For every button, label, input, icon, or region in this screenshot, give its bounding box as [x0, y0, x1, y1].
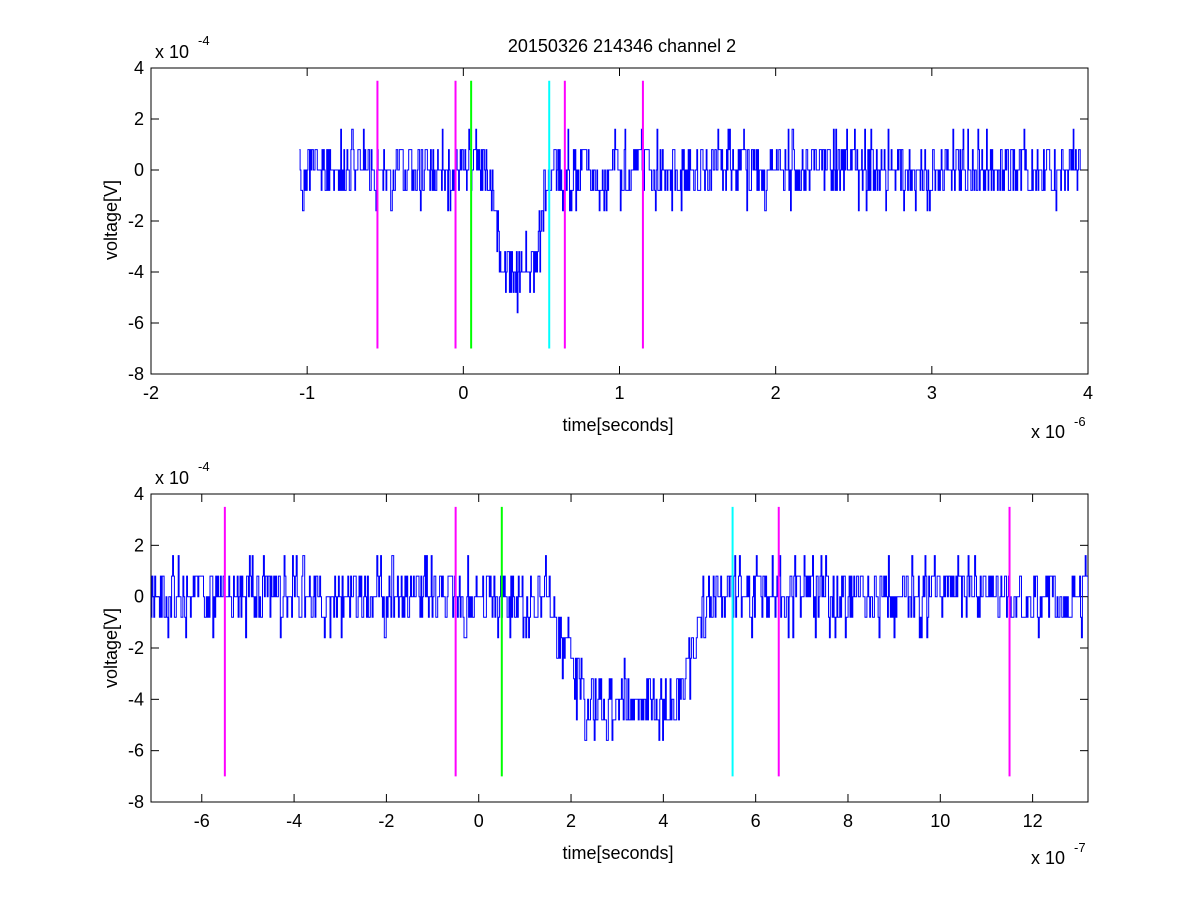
top-y-tick-label: 4	[134, 58, 144, 78]
top-y-exponent-base: x 10	[155, 42, 189, 62]
top-y-tick-label: -6	[128, 313, 144, 333]
top-y-tick-label: 2	[134, 109, 144, 129]
top-x-tick-label: -1	[299, 383, 315, 403]
top-y-tick-label: -4	[128, 262, 144, 282]
bottom-y-tick-label: -4	[128, 689, 144, 709]
top-x-tick-label: -2	[143, 383, 159, 403]
top-x-tick-label: 3	[927, 383, 937, 403]
top-y-exponent-power: -4	[198, 33, 210, 48]
bottom-subplot: x 10 -4 x 10 -7 time[seconds] voltage[V]…	[101, 459, 1089, 868]
bottom-y-tick-label: 4	[134, 484, 144, 504]
top-voltage-trace	[299, 128, 1081, 314]
bottom-y-exponent: x 10 -4	[155, 459, 210, 488]
bottom-y-exponent-power: -4	[198, 459, 210, 474]
top-subplot: 20150326 214346 channel 2 x 10 -4 x 10 -…	[101, 33, 1093, 442]
bottom-x-axis-label: time[seconds]	[562, 843, 673, 863]
bottom-y-tick-label: -2	[128, 638, 144, 658]
top-x-exponent: x 10 -6	[1031, 414, 1086, 442]
top-y-axis-label: voltage[V]	[101, 180, 121, 260]
bottom-x-tick-label: 4	[658, 811, 668, 831]
bottom-y-axis-label: voltage[V]	[101, 608, 121, 688]
bottom-y-tick-label: -8	[128, 792, 144, 812]
top-x-tick-label: 0	[458, 383, 468, 403]
top-title: 20150326 214346 channel 2	[508, 36, 736, 56]
bottom-y-tick-label: -6	[128, 741, 144, 761]
top-x-axis-label: time[seconds]	[562, 415, 673, 435]
bottom-x-tick-label: 6	[751, 811, 761, 831]
bottom-voltage-trace	[151, 555, 1088, 741]
bottom-x-exponent-base: x 10	[1031, 848, 1065, 868]
bottom-x-tick-label: 12	[1023, 811, 1043, 831]
bottom-x-exponent-power: -7	[1074, 840, 1086, 855]
top-x-tick-label: 1	[614, 383, 624, 403]
top-y-exponent: x 10 -4	[155, 33, 210, 62]
top-y-tick-label: 0	[134, 160, 144, 180]
bottom-x-exponent: x 10 -7	[1031, 840, 1086, 868]
top-x-exponent-power: -6	[1074, 414, 1086, 429]
bottom-x-tick-label: 8	[843, 811, 853, 831]
bottom-x-tick-label: -6	[194, 811, 210, 831]
bottom-x-tick-label: 0	[474, 811, 484, 831]
bottom-y-tick-label: 2	[134, 535, 144, 555]
bottom-x-tick-label: 10	[930, 811, 950, 831]
top-y-tick-label: -8	[128, 364, 144, 384]
top-x-tick-label: 2	[771, 383, 781, 403]
bottom-y-exponent-base: x 10	[155, 468, 189, 488]
bottom-x-tick-label: 2	[566, 811, 576, 831]
bottom-x-tick-label: -2	[378, 811, 394, 831]
bottom-y-tick-label: 0	[134, 587, 144, 607]
top-y-tick-label: -2	[128, 211, 144, 231]
top-x-exponent-base: x 10	[1031, 422, 1065, 442]
top-x-tick-label: 4	[1083, 383, 1093, 403]
bottom-x-tick-label: -4	[286, 811, 302, 831]
